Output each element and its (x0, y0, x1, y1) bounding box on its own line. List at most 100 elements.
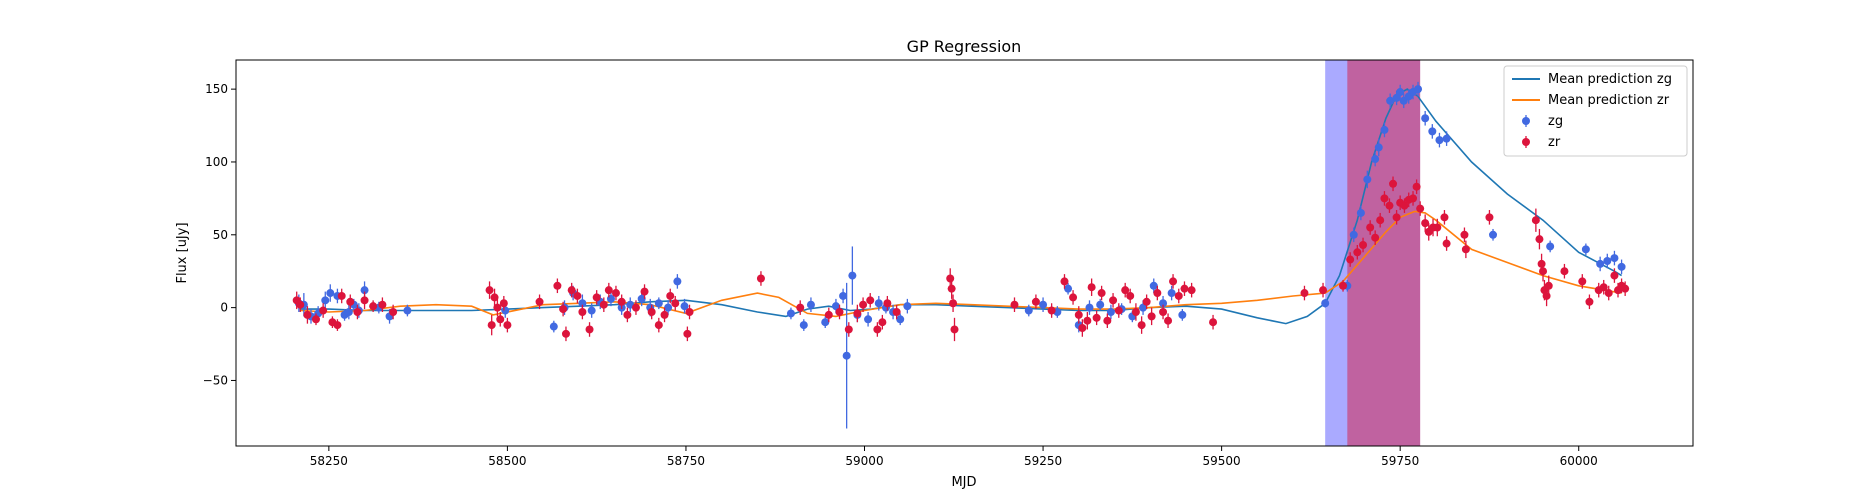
point-zr (623, 307, 632, 323)
marker (337, 291, 346, 300)
point-zr (1147, 307, 1156, 326)
point-zr (1087, 278, 1096, 296)
legend-label-mean-prediction-zr: Mean prediction zr (1548, 93, 1670, 108)
point-zr (567, 282, 576, 298)
marker (303, 310, 312, 319)
marker (1396, 88, 1405, 97)
point-zr (604, 282, 613, 298)
point-zg (673, 274, 682, 289)
point-zr (640, 284, 649, 299)
x-tick-label: 59500 (1203, 454, 1241, 468)
point-zr (1599, 279, 1608, 295)
point-zr (1153, 285, 1162, 301)
marker (604, 286, 613, 295)
point-zr (1047, 303, 1056, 318)
marker (1109, 296, 1118, 305)
point-zr (853, 304, 862, 323)
marker (1409, 194, 1418, 203)
marker (949, 299, 958, 308)
point-zr (1366, 220, 1375, 235)
marker (1414, 85, 1423, 94)
marker (1371, 155, 1380, 164)
marker (296, 300, 305, 309)
point-zg (1421, 110, 1430, 126)
marker (1560, 267, 1569, 276)
point-zr (1074, 306, 1083, 324)
marker (664, 303, 673, 312)
point-zg (1371, 151, 1380, 167)
point-zr (1461, 240, 1470, 259)
marker (1300, 289, 1309, 298)
point-zr (561, 326, 570, 342)
point-zr (947, 278, 956, 299)
point-zr (1339, 279, 1348, 292)
marker (346, 297, 355, 306)
point-zr (1440, 210, 1449, 225)
marker (1349, 230, 1358, 239)
marker (360, 296, 369, 305)
marker (496, 315, 505, 324)
data-points (292, 81, 1630, 429)
point-zr (878, 314, 887, 330)
marker (578, 299, 587, 308)
point-zr (835, 304, 844, 320)
point-zr (671, 295, 680, 311)
point-zr (1604, 285, 1613, 301)
marker (824, 310, 833, 319)
point-zr (1131, 303, 1140, 321)
point-zr (950, 317, 959, 342)
marker (671, 299, 680, 308)
point-zg (874, 295, 883, 311)
marker (585, 325, 594, 334)
marker (1356, 208, 1365, 217)
marker (1461, 245, 1470, 254)
marker (319, 306, 328, 315)
marker (1164, 316, 1173, 325)
marker (1085, 303, 1094, 312)
marker (1167, 289, 1176, 298)
marker (1114, 306, 1123, 315)
y-tick-label: 150 (205, 82, 228, 96)
point-zr (333, 319, 342, 331)
point-zr (660, 307, 669, 323)
marker (839, 291, 848, 300)
point-zr (369, 300, 378, 312)
marker (1097, 289, 1106, 298)
point-zg (864, 311, 873, 327)
marker (1121, 286, 1130, 295)
point-zg (344, 304, 353, 320)
point-zr (1109, 293, 1118, 308)
marker (1435, 136, 1444, 145)
marker (1544, 281, 1553, 290)
marker (1380, 125, 1389, 134)
point-zr (1539, 261, 1548, 282)
marker (1542, 291, 1551, 300)
marker (1485, 213, 1494, 222)
point-zr (503, 317, 512, 333)
marker (864, 315, 873, 324)
marker (1139, 303, 1148, 312)
marker (578, 307, 587, 316)
point-zr (631, 300, 640, 315)
point-zr (1126, 288, 1135, 304)
marker (1353, 248, 1362, 257)
point-zg (1596, 256, 1605, 272)
marker (1489, 230, 1498, 239)
marker (950, 325, 959, 334)
marker (637, 294, 646, 303)
point-zg (654, 297, 663, 310)
point-zr (1169, 274, 1178, 289)
marker (1460, 230, 1469, 239)
point-zr (599, 297, 608, 312)
point-zr (1585, 294, 1594, 310)
marker (1585, 297, 1594, 306)
marker (1092, 313, 1101, 322)
marker (573, 291, 582, 300)
marker (1603, 257, 1612, 266)
chart-title: GP Regression (907, 37, 1022, 56)
point-zg (1386, 93, 1395, 109)
point-zr (1060, 274, 1069, 289)
marker (683, 329, 692, 338)
marker (1421, 114, 1430, 123)
